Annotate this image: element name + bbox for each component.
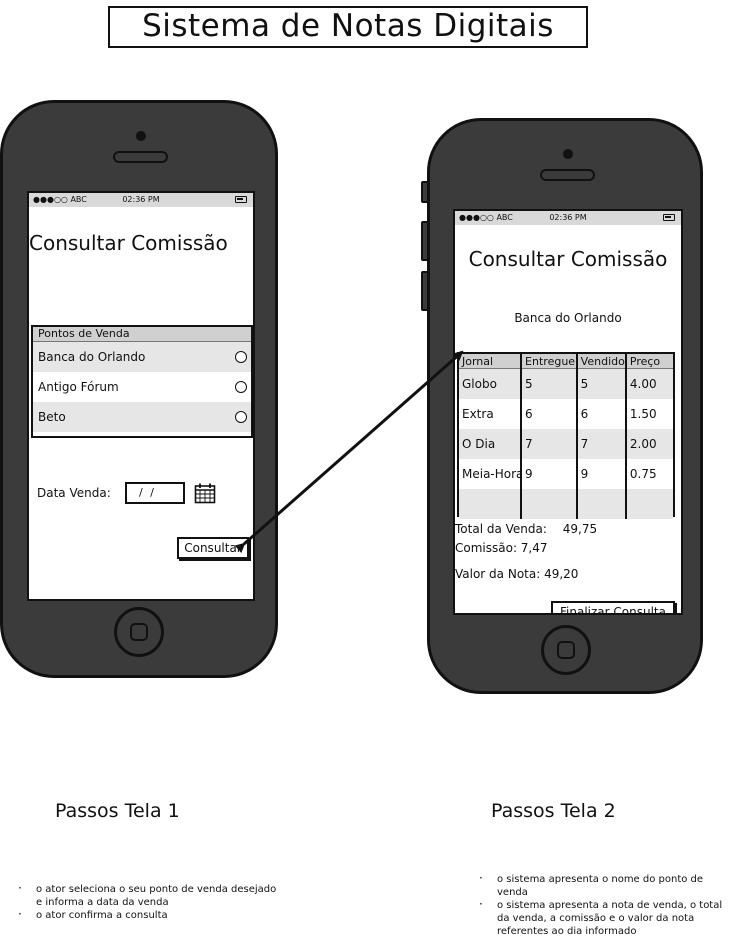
column-header: Entregue	[521, 354, 578, 369]
phone-volume-button	[0, 253, 2, 293]
page-title: Sistema de Notas Digitais	[108, 6, 588, 48]
battery-icon	[663, 214, 675, 221]
list-item-beto[interactable]: Beto	[33, 402, 251, 432]
table-cell: 9	[576, 459, 627, 489]
list-item-label: Antigo Fórum	[38, 380, 119, 394]
table-cell: Extra	[459, 399, 523, 429]
radio-button[interactable]	[235, 381, 247, 393]
table-cell: 5	[576, 368, 627, 399]
list-header: Pontos de Venda	[33, 327, 251, 342]
table-cell: 2.00	[625, 429, 673, 459]
status-bar: ●●●○○ ABC 02:36 PM	[29, 193, 253, 207]
steps-2-heading: Passos Tela 2	[491, 800, 616, 822]
table-row: Globo 5 5 4.00	[459, 368, 673, 399]
table-row: Extra 6 6 1.50	[459, 399, 673, 429]
column-header: Vendido	[576, 354, 627, 369]
sales-table: Jornal Entregue Vendido Preço Globo 5 5 …	[457, 352, 675, 519]
screen-title: Consultar Comissão	[29, 231, 228, 255]
finalizar-consulta-button[interactable]: Finalizar Consulta	[551, 601, 675, 613]
list-item-antigo-forum[interactable]: Antigo Fórum	[33, 372, 251, 402]
note-value-text: Valor da Nota: 49,20	[455, 567, 579, 581]
sale-total-label: Total da Venda:	[455, 522, 547, 536]
phone-volume-button	[421, 221, 429, 261]
list-item: o ator confirma a consulta	[18, 908, 278, 922]
home-icon	[557, 641, 575, 659]
battery-icon	[235, 196, 247, 203]
table-cell: 4.00	[625, 368, 673, 399]
phone-mockup-2: ●●●○○ ABC 02:36 PM Consultar Comissão Ba…	[421, 118, 703, 694]
status-time: 02:36 PM	[122, 195, 160, 204]
table-cell: O Dia	[459, 429, 523, 459]
sale-total-value: 49,75	[562, 522, 598, 536]
status-carrier: ●●●○○ ABC	[33, 195, 87, 204]
table-row-empty	[459, 489, 673, 519]
table-cell: 5	[521, 368, 578, 399]
table-cell: 6	[576, 399, 627, 429]
status-carrier: ●●●○○ ABC	[459, 213, 513, 222]
screen-1: ●●●○○ ABC 02:36 PM Consultar Comissão Po…	[27, 191, 255, 601]
phone-side-button	[0, 163, 2, 185]
date-input[interactable]: / /	[125, 482, 185, 504]
status-time: 02:36 PM	[549, 213, 587, 222]
screen-title: Consultar Comissão	[468, 247, 668, 271]
speaker-grille	[540, 169, 595, 181]
table-row: O Dia 7 7 2.00	[459, 429, 673, 459]
camera-icon	[136, 131, 146, 141]
home-button	[541, 625, 591, 675]
column-header: Jornal	[459, 354, 523, 369]
column-header: Preço	[625, 354, 673, 369]
table-cell: 9	[521, 459, 578, 489]
camera-icon	[563, 149, 573, 159]
steps-1-heading: Passos Tela 1	[55, 800, 180, 822]
commission-text: Comissão: 7,47	[455, 541, 548, 555]
screen-2: ●●●○○ ABC 02:36 PM Consultar Comissão Ba…	[453, 209, 683, 615]
consultar-button[interactable]: Consultar	[177, 537, 249, 559]
table-cell: 7	[521, 429, 578, 459]
steps-1-list: o ator seleciona o seu ponto de venda de…	[18, 882, 278, 922]
status-bar: ●●●○○ ABC 02:36 PM	[455, 211, 681, 225]
list-item-label: Beto	[38, 410, 66, 424]
list-item: o sistema apresenta o nome do ponto de v…	[479, 872, 735, 899]
phone-volume-button	[0, 203, 2, 243]
home-button	[114, 607, 164, 657]
phone-volume-button	[421, 271, 429, 311]
sale-total: Total da Venda: 49,75	[455, 522, 597, 536]
list-item-banca-do-orlando[interactable]: Banca do Orlando	[33, 342, 251, 372]
calendar-icon[interactable]	[194, 482, 216, 504]
sales-point-name: Banca do Orlando	[514, 311, 622, 325]
radio-button[interactable]	[235, 351, 247, 363]
list-item: o ator seleciona o seu ponto de venda de…	[18, 882, 278, 909]
radio-button[interactable]	[235, 411, 247, 423]
table-cell: 0.75	[629, 467, 657, 481]
table-cell: 6	[521, 399, 578, 429]
steps-2-list: o sistema apresenta o nome do ponto de v…	[479, 872, 735, 938]
home-icon	[130, 623, 148, 641]
table-row: Meia-Hora 9 9 0.75	[459, 459, 673, 489]
table-cell: 7	[576, 429, 627, 459]
table-cell: Globo	[459, 368, 523, 399]
table-cell: Meia-Hora	[459, 459, 523, 489]
list-item-label: Banca do Orlando	[38, 350, 146, 364]
table-header-row: Jornal Entregue Vendido Preço	[459, 354, 673, 369]
speaker-grille	[113, 151, 168, 163]
date-label: Data Venda:	[37, 486, 111, 500]
phone-mockup-1: ●●●○○ ABC 02:36 PM Consultar Comissão Po…	[0, 100, 278, 678]
phone-side-button	[421, 181, 429, 203]
list-item: o sistema apresenta a nota de venda, o t…	[479, 898, 735, 938]
sales-points-list: Pontos de Venda Banca do Orlando Antigo …	[31, 325, 253, 438]
table-cell: 1.50	[629, 407, 657, 421]
